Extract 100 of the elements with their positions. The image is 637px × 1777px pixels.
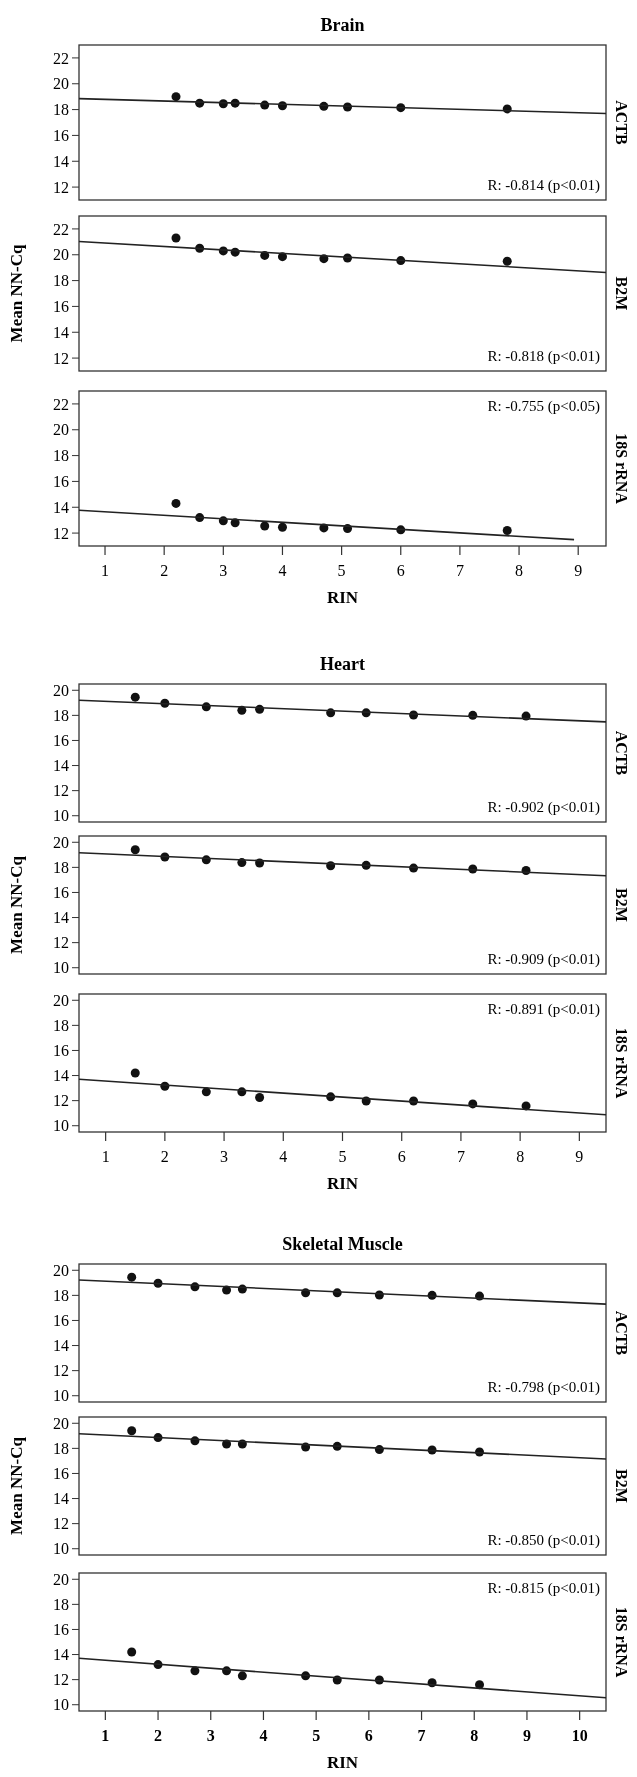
x-tick-label: 2 — [154, 1727, 163, 1744]
y-tick-label: 18 — [53, 272, 69, 290]
point — [127, 1426, 137, 1436]
annotation: R: -0.814 (p<0.01) — [487, 177, 600, 194]
y-tick-label: 12 — [53, 1362, 69, 1380]
y-tick-label: 14 — [53, 1646, 69, 1664]
y-tick-label: 16 — [53, 1621, 69, 1639]
x-tick-label: 8 — [470, 1727, 479, 1744]
y2-axis-title: ACTB — [613, 730, 630, 776]
annotation: R: -0.891 (p<0.01) — [487, 1001, 600, 1018]
y-tick-label: 12 — [53, 1515, 69, 1533]
y-tick-label: 16 — [53, 298, 69, 316]
x-tick-label: 6 — [396, 562, 405, 579]
x-tick-label: 7 — [455, 562, 464, 579]
y-tick-label: 18 — [53, 447, 69, 465]
y-tick-label: 10 — [53, 807, 69, 825]
x-tick-label: 9 — [522, 1727, 531, 1744]
y-tick-label: 14 — [53, 152, 69, 170]
x-tick-label: 1 — [101, 1148, 110, 1165]
y-tick-label: 20 — [53, 991, 69, 1009]
x-tick-label: 1 — [101, 1727, 110, 1744]
y-tick-label: 14 — [53, 498, 69, 516]
y-tick-label: 20 — [53, 246, 69, 264]
y-tick-label: 20 — [53, 681, 69, 699]
y2-axis-title: B2M — [613, 276, 630, 311]
y-tick-label: 16 — [53, 1465, 69, 1483]
y2-axis-title: 18S rRNA — [613, 1027, 630, 1099]
y-tick-label: 10 — [53, 1117, 69, 1135]
point — [171, 498, 181, 508]
y-tick-label: 10 — [53, 1540, 69, 1558]
y-tick-label: 18 — [53, 1286, 69, 1304]
y-tick-label: 14 — [53, 1490, 69, 1508]
y2-axis-title: 18S rRNA — [613, 1606, 630, 1678]
x-tick-label: 1 — [101, 562, 110, 579]
y-tick-label: 18 — [53, 101, 69, 119]
y2-axis-title: ACTB — [613, 100, 630, 146]
x-tick-label: 3 — [219, 562, 228, 579]
x-tick-label: 4 — [278, 562, 287, 579]
point — [171, 92, 181, 102]
point — [171, 233, 181, 243]
annotation: R: -0.850 (p<0.01) — [487, 1532, 600, 1549]
y-tick-label: 22 — [53, 220, 69, 238]
y-tick-label: 18 — [53, 706, 69, 724]
y-tick-label: 22 — [53, 49, 69, 67]
point — [127, 1272, 137, 1282]
point — [255, 1093, 265, 1102]
x-tick-label: 2 — [160, 1148, 169, 1165]
y-tick-label: 18 — [53, 1439, 69, 1457]
y-tick-label: 12 — [53, 349, 69, 367]
y-tick-label: 20 — [53, 421, 69, 439]
y-tick-label: 10 — [53, 959, 69, 977]
x-axis-title: RIN — [326, 1174, 359, 1193]
y2-axis-title: B2M — [613, 888, 630, 922]
y2-axis-title: 18S rRNA — [613, 433, 630, 505]
y-tick-label: 10 — [53, 1387, 69, 1405]
y-tick-label: 16 — [53, 732, 69, 750]
point — [127, 1647, 137, 1657]
y-tick-label: 16 — [53, 884, 69, 902]
y-tick-label: 18 — [53, 1016, 69, 1034]
y-tick-label: 20 — [53, 1570, 69, 1588]
y-tick-label: 12 — [53, 1671, 69, 1689]
y2-axis-title: ACTB — [613, 1310, 630, 1356]
y-tick-label: 14 — [53, 757, 69, 775]
x-tick-label: 6 — [364, 1727, 373, 1744]
y-tick-label: 12 — [53, 178, 69, 196]
y-axis-title: Mean NN-Cq — [7, 244, 26, 343]
y-tick-label: 14 — [53, 909, 69, 927]
annotation: R: -0.815 (p<0.01) — [487, 1580, 600, 1597]
y-axis-title: Mean NN-Cq — [7, 855, 26, 954]
y-tick-label: 20 — [53, 75, 69, 93]
x-tick-label: 4 — [259, 1727, 268, 1744]
x-axis-title: RIN — [326, 588, 359, 607]
y-tick-label: 12 — [53, 524, 69, 542]
y-tick-label: 20 — [53, 833, 69, 851]
x-tick-label: 9 — [574, 562, 583, 579]
y2-axis-title: B2M — [613, 1469, 630, 1503]
x-tick-label: 3 — [206, 1727, 215, 1744]
x-tick-label: 5 — [337, 562, 346, 579]
point — [260, 521, 270, 531]
point — [475, 1680, 485, 1690]
x-tick-label: 6 — [397, 1148, 406, 1165]
y-tick-label: 16 — [53, 473, 69, 491]
point — [130, 845, 140, 855]
x-tick-label: 7 — [456, 1148, 465, 1165]
y-tick-label: 14 — [53, 1337, 69, 1355]
annotation: R: -0.902 (p<0.01) — [487, 799, 600, 816]
x-tick-label: 4 — [279, 1148, 288, 1165]
y-tick-label: 16 — [53, 127, 69, 145]
chart-title: Brain — [320, 15, 365, 35]
annotation: R: -0.755 (p<0.05) — [487, 398, 600, 415]
y-axis-title: Mean NN-Cq — [7, 1436, 26, 1535]
x-tick-label: 8 — [515, 562, 524, 579]
y-tick-label: 18 — [53, 858, 69, 876]
chart-title: Skeletal Muscle — [282, 1234, 403, 1254]
y-tick-label: 20 — [53, 1414, 69, 1432]
y-tick-label: 16 — [53, 1312, 69, 1330]
y-tick-label: 14 — [53, 323, 69, 341]
point — [502, 526, 512, 535]
y-tick-label: 22 — [53, 395, 69, 413]
point — [130, 1068, 140, 1078]
